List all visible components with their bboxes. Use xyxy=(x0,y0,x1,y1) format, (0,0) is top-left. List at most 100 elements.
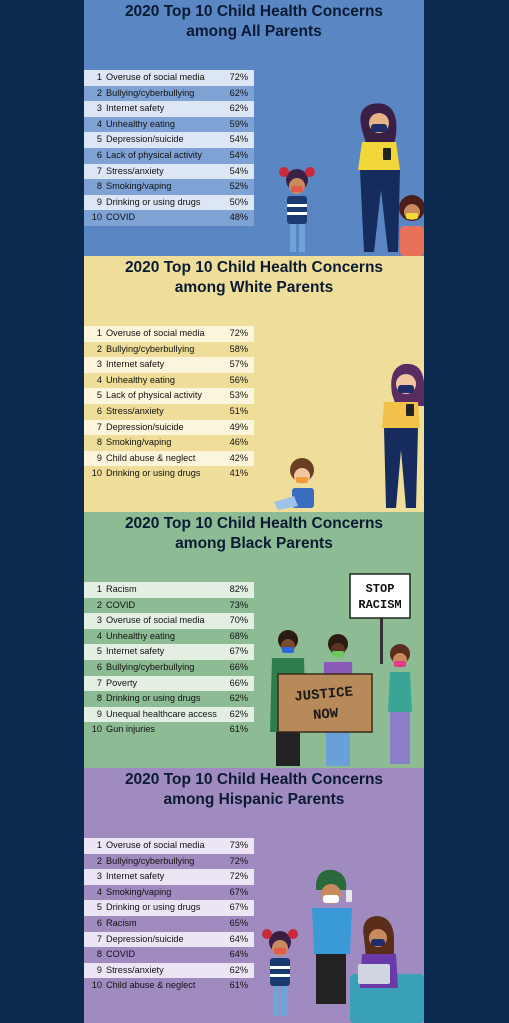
table-row: 7 Depression/suicide 49% xyxy=(84,419,254,436)
rank-number: 2 xyxy=(96,599,102,610)
concern-percent: 73% xyxy=(229,599,248,610)
rank-number: 1 xyxy=(96,328,102,338)
concern-label: Unequal healthcare access xyxy=(106,708,217,719)
table-row: 6 Bullying/cyberbullying 66% xyxy=(84,659,254,676)
infographic-column: 2020 Top 10 Child Health Concerns among … xyxy=(84,0,424,1023)
rank-number: 4 xyxy=(96,374,102,385)
rank-number: 3 xyxy=(96,871,102,882)
rank-number: 1 xyxy=(96,584,102,594)
concern-label: Drinking or using drugs xyxy=(106,693,201,704)
table-row: 3 Internet safety 72% xyxy=(84,869,254,885)
concern-percent: 72% xyxy=(229,328,248,338)
concern-percent: 73% xyxy=(229,840,248,850)
title-line-2: among Black Parents xyxy=(175,535,333,552)
concern-percent: 56% xyxy=(229,374,248,385)
concern-label: Overuse of social media xyxy=(106,840,205,850)
concern-label: Child abuse & neglect xyxy=(106,452,196,463)
rank-number: 7 xyxy=(96,933,102,944)
concern-percent: 62% xyxy=(229,964,248,975)
concern-label: COVID xyxy=(106,599,136,610)
face-mask-icon xyxy=(274,948,286,954)
rank-number: 9 xyxy=(96,452,102,463)
left-margin xyxy=(0,0,84,1023)
table-row: 6 Stress/anxiety 51% xyxy=(84,403,254,420)
table-row: 5 Lack of physical activity 53% xyxy=(84,388,254,404)
rank-number: 7 xyxy=(96,677,102,688)
rank-number: 5 xyxy=(96,390,102,401)
concern-label: Bullying/cyberbullying xyxy=(106,661,195,672)
right-margin xyxy=(424,0,509,1023)
table-row: 9 Stress/anxiety 62% xyxy=(84,962,254,979)
concern-label: Racism xyxy=(106,917,137,928)
rank-number: 8 xyxy=(96,949,102,960)
title-line-2: among White Parents xyxy=(174,279,334,296)
face-mask-icon xyxy=(291,186,303,192)
rank-number: 9 xyxy=(96,196,102,207)
face-mask-icon xyxy=(371,939,385,946)
title-line-1: 2020 Top 10 Child Health Concerns xyxy=(124,515,384,532)
concern-percent: 61% xyxy=(229,980,248,991)
rank-number: 10 xyxy=(91,468,102,479)
table-row: 3 Internet safety 62% xyxy=(84,101,254,117)
concern-percent: 66% xyxy=(229,677,248,688)
concern-percent: 59% xyxy=(229,118,248,129)
concern-label: Depression/suicide xyxy=(106,933,184,944)
panel-white-parents: 2020 Top 10 Child Health Concerns among … xyxy=(84,256,424,512)
family-illustration xyxy=(279,103,424,256)
table-row: 1 Overuse of social media 72% xyxy=(84,70,254,86)
rank-number: 9 xyxy=(96,708,102,719)
concern-percent: 82% xyxy=(229,584,248,594)
face-mask-icon xyxy=(398,385,414,393)
table-row: 9 Child abuse & neglect 42% xyxy=(84,450,254,467)
rank-number: 1 xyxy=(96,72,102,82)
concern-percent: 64% xyxy=(229,933,248,944)
concern-percent: 67% xyxy=(229,902,248,913)
rank-number: 1 xyxy=(96,840,102,850)
rank-number: 10 xyxy=(91,724,102,735)
concern-label: Smoking/vaping xyxy=(106,437,172,448)
concern-label: Overuse of social media xyxy=(106,615,205,626)
tablet-icon xyxy=(274,496,298,510)
rank-number: 10 xyxy=(91,212,102,223)
concern-percent: 58% xyxy=(229,343,248,354)
stop-racism-sign xyxy=(349,573,411,619)
concern-label: COVID xyxy=(106,949,136,960)
face-mask-icon xyxy=(296,477,308,483)
table-row: 8 Drinking or using drugs 62% xyxy=(84,691,254,707)
rank-number: 7 xyxy=(96,165,102,176)
concern-percent: 62% xyxy=(229,693,248,704)
rank-number: 9 xyxy=(96,964,102,975)
protest-illustration: STOP RACISM JUSTICE NOW xyxy=(270,573,412,766)
concern-label: Bullying/cyberbullying xyxy=(106,87,195,98)
concern-label: Poverty xyxy=(106,677,138,688)
phone-icon xyxy=(383,148,391,160)
concern-percent: 57% xyxy=(229,359,248,370)
justice-now-sign xyxy=(277,673,373,733)
concern-percent: 52% xyxy=(229,181,248,192)
table-row: 10 COVID 48% xyxy=(84,210,254,226)
concern-percent: 70% xyxy=(229,615,248,626)
concern-label: Smoking/vaping xyxy=(106,886,172,897)
rank-number: 5 xyxy=(96,902,102,913)
concerns-table: 1 Overuse of social media 72% 2 Bullying/cyb… xyxy=(84,326,254,482)
table-row: 9 Drinking or using drugs 50% xyxy=(84,194,254,211)
concern-label: Internet safety xyxy=(106,871,165,882)
rank-number: 8 xyxy=(96,181,102,192)
rank-number: 6 xyxy=(96,661,102,672)
rank-number: 2 xyxy=(96,343,102,354)
concern-label: Lack of physical activity xyxy=(106,390,202,401)
concern-percent: 54% xyxy=(229,134,248,145)
title-line-1: 2020 Top 10 Child Health Concerns xyxy=(124,771,384,788)
concern-label: Unhealthy eating xyxy=(106,374,175,385)
table-row: 2 Bullying/cyberbullying 72% xyxy=(84,853,254,870)
concern-label: Child abuse & neglect xyxy=(106,980,196,991)
rank-number: 6 xyxy=(96,149,102,160)
concern-percent: 54% xyxy=(229,165,248,176)
table-row: 5 Drinking or using drugs 67% xyxy=(84,900,254,916)
concern-label: Overuse of social media xyxy=(106,328,205,338)
table-row: 3 Overuse of social media 70% xyxy=(84,613,254,629)
concern-percent: 62% xyxy=(229,708,248,719)
table-row: 5 Internet safety 67% xyxy=(84,644,254,660)
title-line-1: 2020 Top 10 Child Health Concerns xyxy=(124,3,384,20)
phone-icon xyxy=(406,404,414,416)
